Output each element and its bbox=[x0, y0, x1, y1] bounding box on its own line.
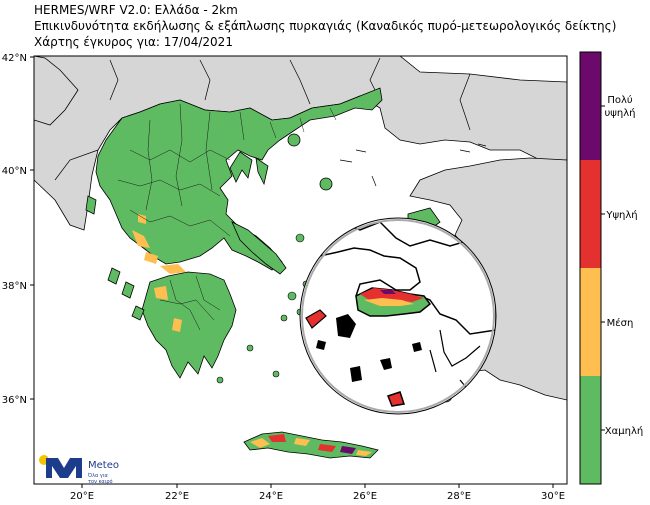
lon-tick-label: 22°E bbox=[165, 491, 189, 502]
italy-land bbox=[34, 56, 79, 126]
risk-colorbar: Πολύ υψηλή Υψηλή Μέση Χαμηλή bbox=[579, 51, 643, 485]
magnifier-inset bbox=[299, 217, 497, 415]
lat-tick-label: 36°N bbox=[2, 395, 27, 406]
colorbar-medium bbox=[580, 268, 601, 376]
colorbar-high bbox=[580, 160, 601, 268]
logo-tagline-2: τον καιρό bbox=[88, 478, 113, 485]
ionian-islands bbox=[85, 195, 145, 321]
colorbar-very-high bbox=[580, 52, 601, 160]
legend-label-very-high-2: υψηλή bbox=[605, 107, 636, 119]
latitude-axis: 42°N 40°N 38°N 36°N bbox=[2, 53, 34, 406]
mainland-risk-patches bbox=[132, 214, 186, 332]
lon-tick-label: 20°E bbox=[70, 491, 94, 502]
logo-name: Meteo bbox=[88, 460, 119, 471]
longitude-axis: 20°E 22°E 24°E 26°E 28°E 30°E bbox=[70, 484, 565, 502]
lon-tick-label: 28°E bbox=[447, 491, 471, 502]
legend-label-high: Υψηλή bbox=[605, 209, 637, 221]
map-frame bbox=[33, 55, 568, 485]
lat-tick-label: 38°N bbox=[2, 281, 27, 292]
legend-label-low: Χαμηλή bbox=[605, 425, 643, 437]
lon-tick-label: 26°E bbox=[353, 491, 377, 502]
regional-boundaries bbox=[117, 103, 337, 331]
lon-tick-label: 30°E bbox=[541, 491, 565, 502]
crete-risk-patches bbox=[250, 434, 372, 456]
turkey-coast-islets bbox=[339, 143, 487, 187]
lat-tick-label: 40°N bbox=[2, 166, 27, 177]
meteo-logo: Meteo Όλα για τον καιρό bbox=[39, 455, 119, 485]
legend-label-very-high-1: Πολύ bbox=[607, 94, 633, 106]
colorbar-low bbox=[580, 376, 601, 484]
legend-label-medium: Μέση bbox=[607, 317, 634, 329]
lat-tick-label: 42°N bbox=[2, 53, 27, 64]
title-product: Επικινδυνότητα εκδήλωσης & εξάπλωσης πυρ… bbox=[34, 19, 617, 33]
chalkidiki bbox=[229, 151, 269, 186]
logo-tagline-1: Όλα για bbox=[87, 472, 109, 479]
meteo-m-icon bbox=[46, 458, 82, 478]
title-valid-date: Χάρτης έγκυρος για: 17/04/2021 bbox=[34, 35, 233, 49]
lon-tick-label: 24°E bbox=[259, 491, 283, 502]
evia-island bbox=[231, 221, 287, 275]
title-model: HERMES/WRF V2.0: Ελλάδα - 2km bbox=[34, 3, 238, 17]
